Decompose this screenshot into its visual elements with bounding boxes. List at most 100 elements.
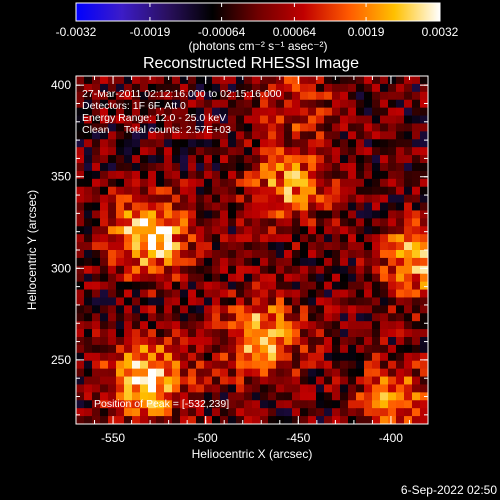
heatmap-pixel bbox=[396, 202, 405, 211]
heatmap-pixel bbox=[420, 202, 429, 211]
heatmap-pixel bbox=[388, 400, 397, 409]
heatmap-pixel bbox=[212, 400, 221, 409]
heatmap-pixel bbox=[220, 344, 229, 354]
heatmap-pixel bbox=[412, 329, 421, 338]
heatmap-pixel bbox=[132, 257, 141, 267]
heatmap-pixel bbox=[300, 155, 309, 164]
heatmap-pixel bbox=[76, 384, 85, 393]
heatmap-pixel bbox=[340, 400, 349, 409]
heatmap-pixel bbox=[412, 83, 421, 93]
heatmap-pixel bbox=[212, 210, 221, 219]
heatmap-pixel bbox=[84, 352, 93, 362]
heatmap-pixel bbox=[292, 329, 301, 338]
heatmap-pixel bbox=[412, 305, 421, 314]
heatmap-pixel bbox=[100, 234, 109, 243]
heatmap-pixel bbox=[92, 115, 101, 124]
heatmap-pixel bbox=[324, 155, 333, 164]
heatmap-pixel bbox=[148, 186, 157, 196]
heatmap-pixel bbox=[292, 392, 301, 401]
x-tick-label: -550 bbox=[101, 431, 125, 445]
heatmap-pixel bbox=[188, 384, 197, 393]
heatmap-pixel bbox=[228, 210, 237, 219]
heatmap-pixel bbox=[260, 368, 269, 377]
heatmap-pixel bbox=[324, 178, 333, 188]
heatmap-pixel bbox=[340, 234, 349, 243]
heatmap-pixel bbox=[308, 76, 317, 85]
heatmap-pixel bbox=[76, 368, 85, 377]
heatmap-pixel bbox=[124, 360, 133, 370]
heatmap-pixel bbox=[156, 178, 165, 188]
heatmap-pixel bbox=[284, 305, 293, 314]
heatmap-pixel bbox=[268, 234, 277, 243]
heatmap-pixel bbox=[260, 202, 269, 211]
heatmap-pixel bbox=[268, 186, 277, 196]
heatmap-pixel bbox=[252, 352, 261, 362]
heatmap-pixel bbox=[188, 178, 197, 188]
heatmap-pixel bbox=[236, 178, 245, 188]
heatmap-pixel bbox=[316, 115, 325, 124]
heatmap-pixel bbox=[116, 107, 125, 116]
heatmap-pixel bbox=[308, 210, 317, 219]
heatmap-pixel bbox=[156, 155, 165, 164]
heatmap-pixel bbox=[108, 99, 117, 109]
heatmap-pixel bbox=[284, 281, 293, 290]
heatmap-pixel bbox=[228, 170, 237, 180]
heatmap-pixel bbox=[92, 313, 101, 322]
heatmap-pixel bbox=[172, 352, 181, 362]
heatmap-pixel bbox=[236, 250, 245, 259]
heatmap-pixel bbox=[284, 337, 293, 346]
heatmap-pixel bbox=[420, 186, 429, 196]
heatmap-pixel bbox=[108, 194, 117, 203]
heatmap-pixel bbox=[132, 170, 141, 180]
heatmap-pixel bbox=[316, 257, 325, 267]
heatmap-pixel bbox=[244, 408, 253, 417]
heatmap-pixel bbox=[244, 123, 253, 132]
heatmap-pixel bbox=[340, 170, 349, 180]
heatmap-pixel bbox=[292, 368, 301, 377]
heatmap-pixel bbox=[164, 178, 173, 188]
heatmap-pixel bbox=[100, 83, 109, 93]
heatmap-pixel bbox=[284, 139, 293, 148]
heatmap-pixel bbox=[380, 392, 389, 401]
heatmap-pixel bbox=[268, 344, 277, 354]
heatmap-pixel bbox=[396, 123, 405, 132]
heatmap-pixel bbox=[220, 352, 229, 362]
heatmap-pixel bbox=[164, 297, 173, 306]
heatmap-pixel bbox=[364, 226, 373, 235]
heatmap-pixel bbox=[148, 107, 157, 116]
heatmap-pixel bbox=[236, 368, 245, 377]
heatmap-pixel bbox=[380, 99, 389, 109]
heatmap-pixel bbox=[156, 123, 165, 132]
heatmap-pixel bbox=[108, 163, 117, 172]
heatmap-pixel bbox=[268, 368, 277, 377]
heatmap-pixel bbox=[244, 337, 253, 346]
heatmap-pixel bbox=[252, 139, 261, 148]
heatmap-pixel bbox=[412, 360, 421, 370]
heatmap-pixel bbox=[284, 400, 293, 409]
heatmap-pixel bbox=[148, 147, 157, 156]
heatmap-pixel bbox=[140, 360, 149, 370]
heatmap-pixel bbox=[332, 408, 341, 417]
heatmap-pixel bbox=[76, 147, 85, 156]
heatmap-pixel bbox=[244, 289, 253, 298]
heatmap-pixel bbox=[268, 408, 277, 417]
heatmap-pixel bbox=[396, 242, 405, 251]
heatmap-pixel bbox=[308, 123, 317, 132]
heatmap-pixel bbox=[284, 344, 293, 354]
heatmap-pixel bbox=[92, 329, 101, 338]
heatmap-pixel bbox=[132, 321, 141, 330]
heatmap-pixel bbox=[284, 250, 293, 259]
heatmap-pixel bbox=[244, 218, 253, 227]
heatmap-pixel bbox=[356, 234, 365, 243]
heatmap-pixel bbox=[324, 147, 333, 156]
heatmap-pixel bbox=[388, 83, 397, 93]
heatmap-pixel bbox=[180, 139, 189, 148]
heatmap-pixel bbox=[100, 368, 109, 377]
heatmap-pixel bbox=[348, 321, 357, 330]
heatmap-pixel bbox=[300, 416, 309, 425]
heatmap-pixel bbox=[292, 337, 301, 346]
heatmap-pixel bbox=[284, 210, 293, 219]
heatmap-pixel bbox=[420, 242, 429, 251]
heatmap-pixel bbox=[108, 297, 117, 306]
heatmap-pixel bbox=[196, 115, 205, 124]
